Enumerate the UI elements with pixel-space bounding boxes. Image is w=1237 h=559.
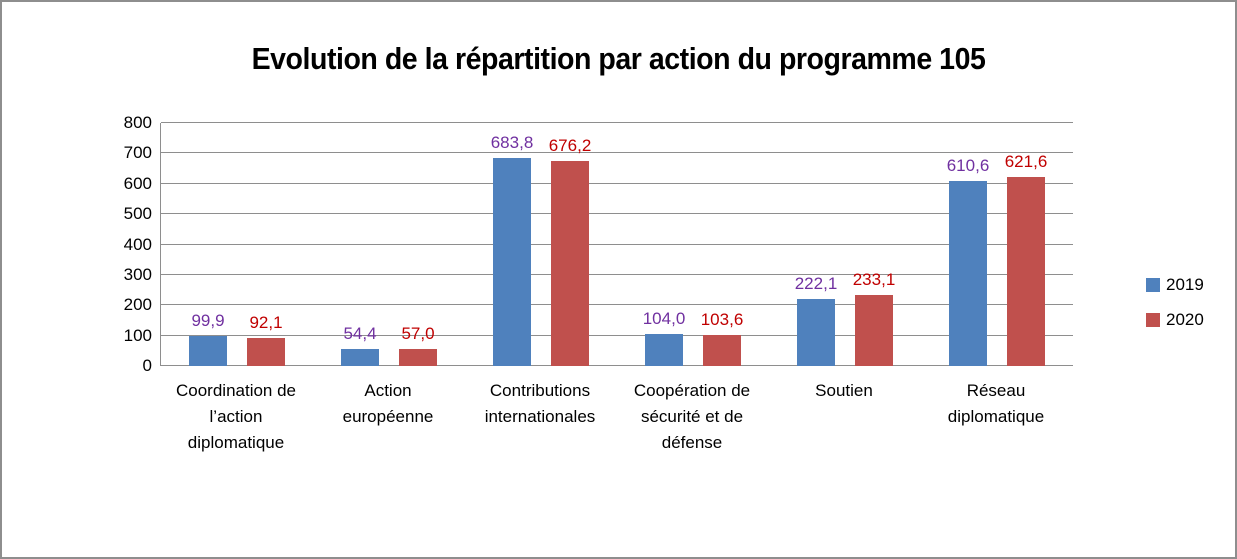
- y-tick-label-600: 600: [123, 173, 152, 193]
- category-label-6: Réseau diplomatique: [947, 381, 1045, 426]
- gridline-800: [161, 122, 1073, 123]
- gridline-200: [161, 304, 1073, 306]
- bar-2020-cat4: [703, 334, 741, 366]
- legend-label-2019: 2019: [1166, 275, 1204, 294]
- data-label-2019-cat3: 683,8: [490, 133, 534, 153]
- legend: 2019 2020: [1146, 276, 1204, 346]
- legend-label-2020: 2020: [1166, 310, 1204, 329]
- category-label-3: Contributions internationales: [484, 381, 596, 426]
- legend-swatch-2020: [1146, 313, 1160, 327]
- bar-2019-cat1: [189, 335, 227, 366]
- y-tick-label-800: 800: [123, 113, 152, 132]
- y-tick-label-200: 200: [123, 295, 152, 315]
- gridline-0: [161, 365, 1073, 366]
- category-label-2: Action européenne: [342, 381, 434, 426]
- bar-2020-cat3: [551, 160, 589, 366]
- data-label-2020-cat5: 233,1: [852, 270, 896, 290]
- category-label-4: Coopération de sécurité et de défense: [633, 381, 751, 452]
- data-label-2020-cat3: 676,2: [548, 135, 592, 155]
- y-tick-label-700: 700: [123, 143, 152, 163]
- gridline-300: [161, 273, 1073, 275]
- data-label-2019-cat5: 222,1: [794, 273, 838, 293]
- bar-2020-cat1: [247, 338, 285, 366]
- data-label-2019-cat1: 99,9: [191, 310, 225, 330]
- data-label-2019-cat6: 610,6: [946, 155, 990, 175]
- bar-2020-cat5: [855, 295, 893, 366]
- data-label-2020-cat1: 92,1: [249, 313, 283, 333]
- y-tick-label-100: 100: [123, 325, 152, 345]
- y-tick-label-500: 500: [123, 204, 152, 224]
- data-label-2019-cat4: 104,0: [642, 309, 686, 329]
- data-label-2020-cat6: 621,6: [1004, 152, 1048, 172]
- y-tick-label-300: 300: [123, 264, 152, 284]
- bar-2019-cat2: [341, 349, 379, 366]
- bar-2020-cat6: [1007, 177, 1045, 366]
- bar-2019-cat4: [645, 334, 683, 366]
- data-label-2020-cat4: 103,6: [700, 309, 744, 329]
- data-label-2019-cat2: 54,4: [343, 324, 377, 344]
- bar-2019-cat6: [949, 180, 987, 366]
- y-tick-label-0: 0: [142, 356, 152, 375]
- gridline-400: [161, 243, 1073, 245]
- y-tick-label-400: 400: [123, 234, 152, 254]
- legend-swatch-2019: [1146, 278, 1160, 292]
- bar-2019-cat5: [797, 298, 835, 366]
- legend-item-2020: 2020: [1146, 311, 1204, 329]
- plot-area: 99,9 92,1 54,4 57,0 683,8 676,2 104,0 103,6 222,…: [160, 122, 1073, 366]
- gridline-500: [161, 213, 1073, 215]
- gridline-700: [161, 152, 1073, 154]
- category-label-1: Coordination de l’action diplomatique: [175, 381, 297, 452]
- chart-title: Evolution de la répartition par action d…: [251, 40, 986, 76]
- gridline-600: [161, 182, 1073, 184]
- data-label-2020-cat2: 57,0: [401, 323, 435, 343]
- gridline-100: [161, 334, 1073, 336]
- category-label-5: Soutien: [815, 381, 873, 400]
- bar-2020-cat2: [399, 348, 437, 366]
- legend-item-2019: 2019: [1146, 276, 1204, 294]
- bar-2019-cat3: [493, 158, 531, 366]
